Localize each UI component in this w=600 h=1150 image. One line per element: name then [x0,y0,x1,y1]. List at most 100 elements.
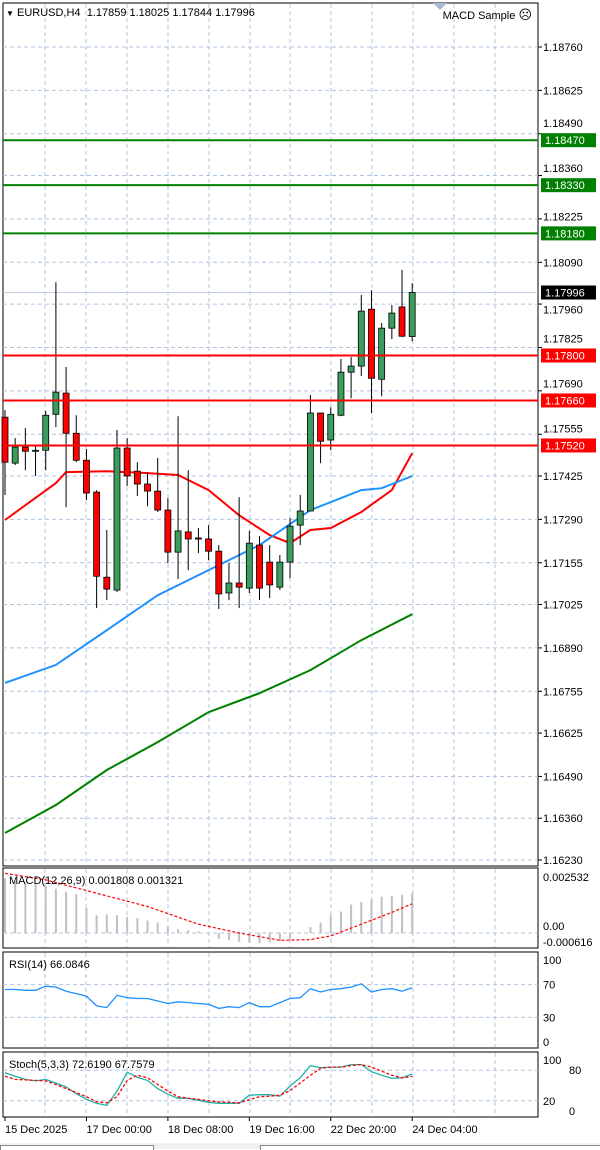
candle-body-bearish [205,538,213,552]
rsi-line [5,983,413,1010]
current-price-tag [541,285,596,300]
candle [195,528,202,554]
price-tick-label: 1.18760 [543,42,583,54]
collapse-triangle-icon[interactable]: ▼ [6,9,14,18]
price-tick-label: 1.16360 [543,813,583,825]
candle-body-bullish [388,312,396,329]
candle-body-bearish [154,490,162,511]
candle [174,416,182,580]
candle-body-bullish [32,449,39,452]
time-tick-label: 24 Dec 04:00 [412,1124,477,1136]
price-tick-label: 1.17825 [543,333,583,345]
candle-body-bullish [52,391,60,415]
candle-body-bullish [113,447,121,591]
candle [103,529,111,601]
moving-average-line-ma_slow [4,613,413,834]
candle [296,494,304,546]
candle [72,415,80,463]
oscillator-axis-label: 30 [543,1012,555,1024]
candle [317,412,324,464]
ohlc-readout: 1.17859 1.18025 1.17844 1.17996 [86,7,255,19]
candle-body-bearish [62,392,70,434]
price-tick-label: 1.16490 [543,771,583,783]
candle [245,530,253,593]
price-tick-label: 1.17960 [543,305,583,317]
time-tick-label: 22 Dec 20:00 [331,1124,396,1136]
candle [93,490,101,609]
price-tick-label: 1.16890 [543,643,583,655]
level-price-label: 1.18470 [545,135,585,147]
candle-body-bullish [347,365,355,373]
candle-body-bearish [21,446,29,452]
candle [62,367,70,508]
candle-body-bearish [184,531,192,540]
chart-tab[interactable] [260,1145,600,1150]
price-tick-label: 1.18490 [543,118,583,130]
rsi-pane [2,951,539,1049]
candle [388,305,396,340]
candle-body-bearish [398,306,406,337]
chart-tab[interactable] [0,1145,154,1150]
macd-axis-label: 0.002532 [543,872,589,884]
current-price-label: 1.17996 [545,288,585,300]
macd-title: MACD(12,26,9) 0.001808 0.001321 [9,875,183,887]
candle [306,395,314,512]
price-tick-label: 1.17290 [543,514,583,526]
level-price-tag [541,348,596,363]
level-price-label: 1.17800 [545,350,585,362]
price-tick-label: 1.16230 [543,855,583,867]
candle [235,497,243,609]
level-price-label: 1.18180 [545,228,585,240]
moving-average-line-ma_fast [4,452,414,545]
level-price-tag [541,133,596,148]
sad-face-icon: ☹ [518,7,532,22]
level-price-tag [541,438,596,453]
expert-name: MACD Sample [442,10,516,22]
expert-advisor-label: MACD Sample ☹ [443,7,532,23]
candle [256,536,263,601]
level-price-tag [541,226,596,241]
price-tick-label: 1.18225 [543,211,583,223]
candle [42,411,50,471]
candle-body-bearish [83,459,90,494]
candle [11,438,19,466]
candle-body-bullish [276,561,284,588]
candle [21,428,29,471]
candle [144,472,151,507]
price-tick-label: 1.18625 [543,85,583,97]
level-price-label: 1.18330 [545,180,585,192]
candle [408,283,416,342]
price-tick-label: 1.18360 [543,163,583,175]
candle [83,448,90,501]
price-tick-label: 1.17025 [543,600,583,612]
candle-body-bullish [174,530,182,553]
price-tick-label: 1.17425 [543,471,583,483]
candle [205,525,213,561]
symbol-label: EURUSD,H4 [16,7,81,19]
candle-body-bearish [266,561,274,586]
candle-body-bearish [133,470,141,485]
price-tick-label: 1.17690 [543,378,583,390]
oscillator-axis-label: 80 [569,1065,581,1077]
candle [357,295,365,377]
oscillator-title: Stoch(5,3,3) 72.6190 67.7579 [9,1059,155,1071]
candle [113,430,121,592]
candle-body-bearish [93,491,101,577]
stoch-pane [2,1051,539,1118]
candle [276,555,284,591]
candle-body-bearish [368,308,375,379]
candle [154,457,162,512]
level-price-label: 1.17520 [545,440,585,452]
candle-body-bearish [123,447,131,477]
chart-shift-marker-icon[interactable] [433,3,447,10]
time-tick-label: 18 Dec 08:00 [168,1124,233,1136]
candle [32,445,39,476]
candle-body-bearish [195,537,202,540]
symbol-header: ▼ EURUSD,H4 1.17859 1.18025 1.17844 1.17… [6,7,255,19]
candle-body-bullish [296,510,304,526]
oscillator-axis-label: 100 [543,955,561,967]
candle-body-bullish [11,446,19,464]
macd-axis-label: 0.00 [543,921,564,933]
candle [378,323,386,397]
